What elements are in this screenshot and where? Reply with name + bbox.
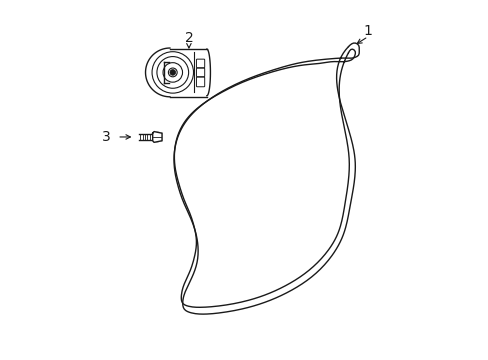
Text: 3: 3 [102,130,111,144]
Polygon shape [152,132,162,142]
Circle shape [169,69,175,75]
Text: 1: 1 [363,24,372,38]
Text: 2: 2 [184,31,193,45]
